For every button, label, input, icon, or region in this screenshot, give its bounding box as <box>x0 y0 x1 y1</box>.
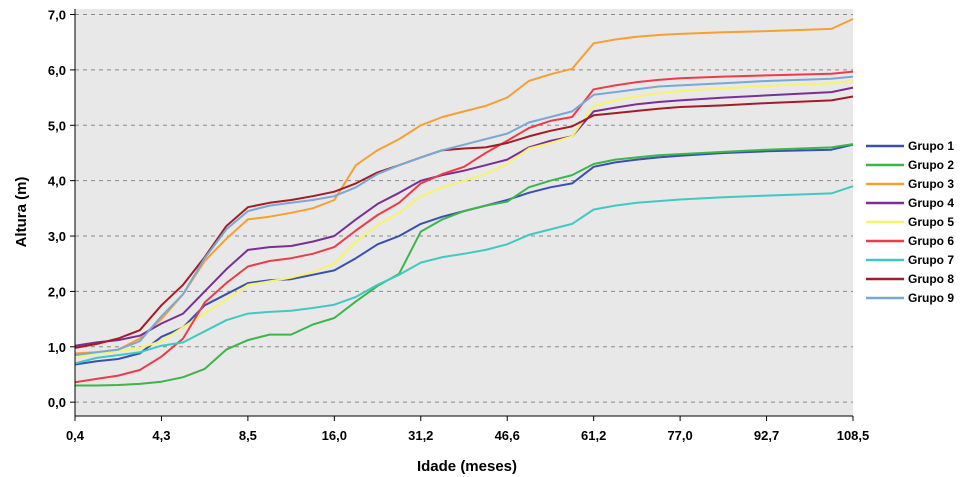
legend-label: Grupo 1 <box>908 139 954 153</box>
legend-item-grupo-9: Grupo 9 <box>866 291 954 305</box>
series-line-grupo-7 <box>74 185 854 365</box>
legend-item-grupo-2: Grupo 2 <box>866 158 954 172</box>
series-line-grupo-9 <box>74 75 854 357</box>
y-tick-label: 4,0 <box>48 174 66 189</box>
x-tick-label: 31,2 <box>408 428 433 443</box>
legend-label: Grupo 7 <box>908 253 954 267</box>
x-tick-label: 0,4 <box>66 428 85 443</box>
x-tick-label: 108,5 <box>837 428 870 443</box>
gridlines <box>75 14 853 403</box>
legend-item-grupo-4: Grupo 4 <box>866 196 954 210</box>
x-tick-label: 4,3 <box>152 428 170 443</box>
y-tick-label: 2,0 <box>48 284 66 299</box>
legend-item-grupo-1: Grupo 1 <box>866 139 954 153</box>
series-line-grupo-2 <box>75 143 854 387</box>
x-tick-label: 61,2 <box>581 428 606 443</box>
y-tick-label: 3,0 <box>48 229 66 244</box>
x-axis-ticks: 0,4 4,3 8,5 16,0 31,2 46,6 61,2 77,0 92,7 108,5 <box>66 416 869 443</box>
legend-item-grupo-3: Grupo 3 <box>866 177 954 191</box>
legend-label: Grupo 9 <box>908 291 954 305</box>
x-tick-label: 8,5 <box>239 428 257 443</box>
x-tick-label: 16,0 <box>322 428 347 443</box>
legend-label: Grupo 6 <box>908 234 954 248</box>
legend-label: Grupo 2 <box>908 158 954 172</box>
legend-label: Grupo 8 <box>908 272 954 286</box>
legend-item-grupo-6: Grupo 6 <box>866 234 954 248</box>
legend: Grupo 1 Grupo 2 Grupo 3 Grupo 4 Grupo 5 Grupo… <box>866 139 954 305</box>
legend-item-grupo-5: Grupo 5 <box>866 215 954 229</box>
series-lines <box>74 18 854 387</box>
y-tick-label: 7,0 <box>48 8 66 23</box>
y-axis-ticks: 0,0 1,0 2,0 3,0 4,0 5,0 6,0 7,0 <box>48 8 75 410</box>
x-axis-title: Idade (meses) <box>417 458 517 475</box>
plot-background <box>75 9 853 416</box>
x-tick-label: 46,6 <box>495 428 520 443</box>
legend-label: Grupo 4 <box>908 196 954 210</box>
series-line-grupo-4 <box>74 86 854 347</box>
legend-label: Grupo 5 <box>908 215 954 229</box>
series-line-grupo-6 <box>74 70 854 384</box>
x-tick-label: 92,7 <box>754 428 779 443</box>
x-tick-label: 77,0 <box>667 428 692 443</box>
legend-item-grupo-8: Grupo 8 <box>866 272 954 286</box>
series-line-grupo-1 <box>74 143 854 366</box>
series-line-grupo-5 <box>74 80 854 359</box>
y-tick-label: 6,0 <box>48 63 66 78</box>
legend-item-grupo-7: Grupo 7 <box>866 253 954 267</box>
y-tick-label: 0,0 <box>48 395 66 410</box>
y-tick-label: 5,0 <box>48 118 66 133</box>
legend-label: Grupo 3 <box>908 177 954 191</box>
y-axis-title: Altura (m) <box>13 177 30 248</box>
y-tick-label: 1,0 <box>48 340 66 355</box>
